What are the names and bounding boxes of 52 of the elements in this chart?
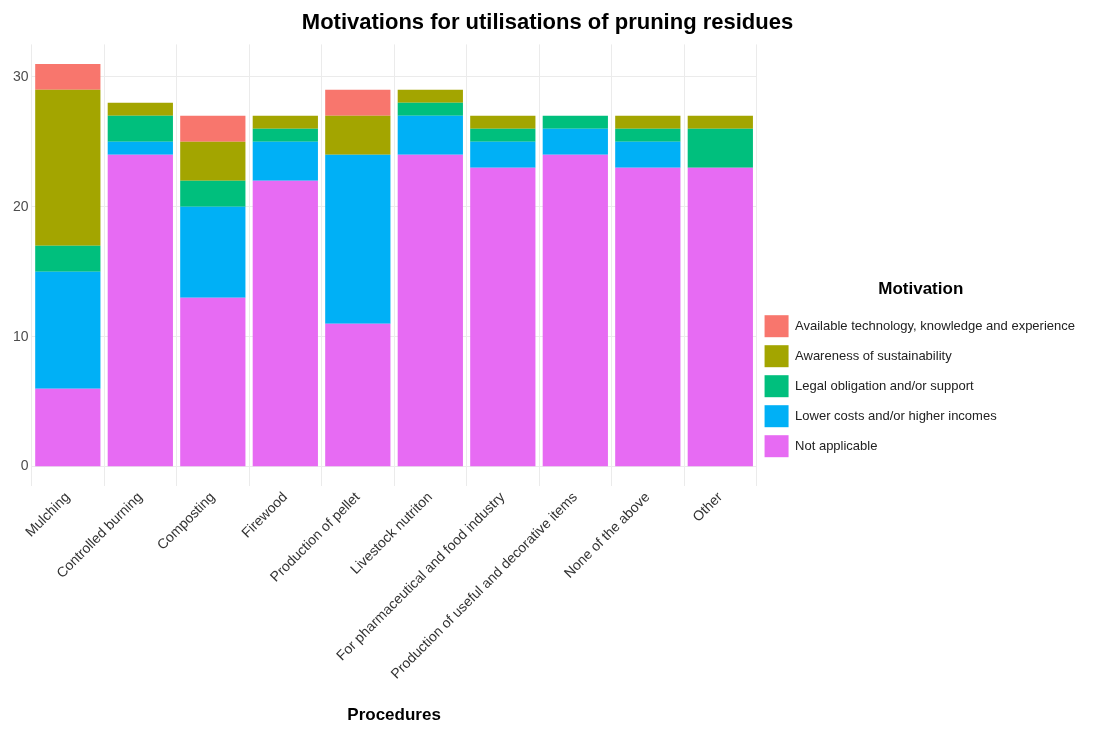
legend-label: Awareness of sustainability [795,347,953,363]
bar [542,128,608,155]
y-tick-label: 30 [12,67,29,84]
bar [470,167,536,467]
bar [325,89,391,116]
bar [35,63,101,90]
bar [180,206,246,298]
bar [397,89,463,103]
bar [397,115,463,155]
x-axis-title: Procedures [347,705,441,725]
bar [107,115,173,142]
bar [615,167,681,467]
bar [325,115,391,155]
bar [470,141,536,168]
bar [687,167,753,467]
bar [325,154,391,324]
bar [180,180,246,207]
bar [252,128,318,142]
bar [180,115,246,142]
bar [252,141,318,181]
bar [107,102,173,116]
bar [35,245,101,272]
bar [397,154,463,467]
bar [470,128,536,142]
bar [687,128,753,168]
bar [107,154,173,467]
y-tick-label: 20 [12,197,29,214]
bar [470,115,536,129]
legend-title: Motivation [878,278,964,298]
y-tick-label: 10 [12,327,29,344]
bar [615,128,681,142]
bar [687,115,753,129]
bar [180,141,246,181]
legend-label: Lower costs and/or higher incomes [795,407,998,423]
bar [397,102,463,116]
bar [252,115,318,129]
bar [615,141,681,168]
bar [615,115,681,129]
bar [35,388,101,467]
bar [542,115,608,129]
bar [35,271,101,389]
legend-label: Not applicable [795,437,878,453]
bar [35,89,101,246]
bar [252,180,318,467]
bar [325,323,391,467]
bar [107,141,173,155]
legend-label: Available technology, knowledge and experience [795,317,1076,333]
legend-label: Legal obligation and/or support [795,377,974,393]
y-tick-label: 0 [20,457,29,474]
chart-title: Motivations for utilisations of pruning residues [301,9,794,35]
bar [542,154,608,467]
bar [180,297,246,467]
